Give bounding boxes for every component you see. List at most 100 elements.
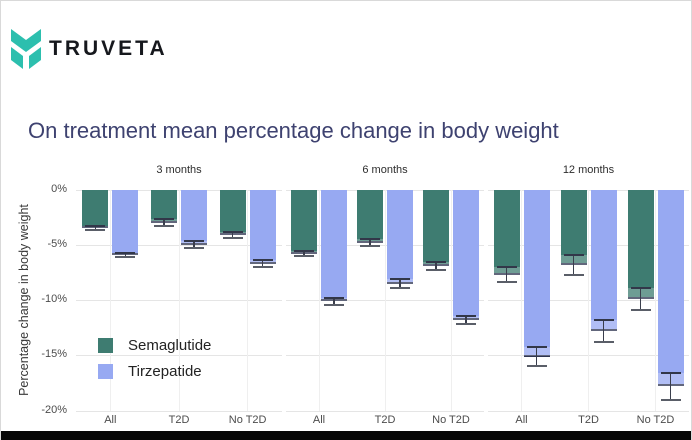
x-tick-label: No T2D xyxy=(432,414,470,426)
error-cap-lower xyxy=(526,364,547,367)
semaglutide-bar-All xyxy=(82,189,109,229)
legend-label: Tirzepatide xyxy=(128,363,202,380)
error-cap-upper xyxy=(222,230,243,233)
x-tick-label: T2D xyxy=(374,414,396,426)
tirzepatide-swatch xyxy=(98,364,113,379)
semaglutide-bar-All xyxy=(291,189,317,254)
semaglutide-bar-No-T2D xyxy=(627,189,654,299)
error-cap-lower xyxy=(85,229,106,232)
error-whisker xyxy=(639,287,642,311)
y-tick-label: -10% xyxy=(41,293,67,306)
gridline-vertical xyxy=(588,189,589,411)
error-cap-upper xyxy=(526,346,547,349)
x-tick-label: No T2D xyxy=(228,414,267,426)
error-whisker xyxy=(303,250,305,257)
error-cap-lower xyxy=(593,341,614,344)
facet-label-12-months: 12 months xyxy=(562,164,615,176)
error-whisker xyxy=(163,219,165,226)
error-whisker xyxy=(572,254,575,275)
x-tick-label: All xyxy=(515,414,528,426)
gridline-horizontal xyxy=(286,410,484,412)
error-cap-upper xyxy=(593,319,614,321)
tirzepatide-bar-No-T2D xyxy=(453,189,479,320)
tirzepatide-bar-All xyxy=(523,189,550,357)
error-cap-upper xyxy=(294,249,314,252)
tirzepatide-bar-No-T2D xyxy=(657,189,684,387)
error-cap-lower xyxy=(184,247,204,250)
error-whisker xyxy=(435,261,437,270)
y-tick-label: 0% xyxy=(51,182,67,195)
gridline-vertical xyxy=(384,189,386,411)
error-whisker xyxy=(193,241,195,249)
x-tick-label: No T2D xyxy=(636,414,675,426)
error-cap-upper xyxy=(252,259,273,262)
error-whisker xyxy=(124,252,127,257)
y-tick-label: -15% xyxy=(41,348,67,361)
gridline-horizontal xyxy=(488,410,689,412)
legend-label: Semaglutide xyxy=(128,337,212,354)
error-whisker xyxy=(465,315,467,325)
error-whisker xyxy=(399,279,401,288)
error-cap-lower xyxy=(222,237,243,240)
tirzepatide-bar-All xyxy=(321,189,347,302)
bottom-black-bar xyxy=(1,431,691,440)
semaglutide-bar-T2D xyxy=(357,189,383,243)
x-tick-label: T2D xyxy=(168,414,190,426)
error-cap-upper xyxy=(630,286,651,289)
gridline-vertical xyxy=(450,189,452,411)
x-tick-label: All xyxy=(312,414,326,426)
tirzepatide-bar-T2D xyxy=(590,189,617,332)
error-cap-lower xyxy=(115,255,136,258)
legend-item-semaglutide: Semaglutide xyxy=(98,337,211,354)
error-cap-lower xyxy=(324,303,344,306)
error-cap-upper xyxy=(390,278,410,281)
error-whisker xyxy=(333,297,335,305)
y-tick-label: -5% xyxy=(47,237,67,250)
error-cap-upper xyxy=(456,314,476,317)
gridline-vertical xyxy=(521,189,522,411)
error-cap-lower xyxy=(630,309,651,312)
error-cap-upper xyxy=(426,260,446,263)
error-cap-upper xyxy=(85,224,106,227)
truveta-logo-icon xyxy=(10,28,42,76)
legend-item-tirzepatide: Tirzepatide xyxy=(98,363,211,380)
facet-label-3-months: 3 months xyxy=(156,164,202,176)
semaglutide-swatch xyxy=(98,338,113,353)
error-cap-lower xyxy=(154,224,174,227)
error-cap-upper xyxy=(184,240,204,243)
error-whisker xyxy=(669,373,672,400)
error-cap-upper xyxy=(324,296,344,299)
y-tick-label: -20% xyxy=(41,403,67,416)
error-cap-lower xyxy=(294,255,314,258)
error-whisker xyxy=(505,267,508,282)
semaglutide-bar-All xyxy=(493,189,520,275)
error-cap-lower xyxy=(496,280,517,283)
error-cap-lower xyxy=(426,268,446,271)
x-tick-label: T2D xyxy=(578,414,599,426)
error-whisker xyxy=(602,320,605,343)
error-cap-upper xyxy=(660,372,681,375)
error-whisker xyxy=(369,239,371,246)
chart-title: On treatment mean percentage change in b… xyxy=(28,118,559,143)
error-cap-upper xyxy=(563,253,584,256)
semaglutide-bar-T2D xyxy=(560,189,587,265)
tirzepatide-bar-T2D xyxy=(181,189,207,245)
truveta-logo-text: TRUVETA xyxy=(49,37,168,60)
tirzepatide-bar-No-T2D xyxy=(249,189,276,264)
semaglutide-bar-No-T2D xyxy=(423,189,449,266)
gridline-vertical xyxy=(247,189,249,411)
gridline-vertical xyxy=(109,189,111,411)
error-cap-upper xyxy=(154,218,174,221)
error-whisker xyxy=(535,347,538,366)
error-cap-lower xyxy=(252,265,273,268)
tirzepatide-bar-All xyxy=(112,189,139,255)
error-cap-lower xyxy=(360,244,380,247)
semaglutide-bar-No-T2D xyxy=(219,189,246,235)
gridline-vertical xyxy=(655,189,656,411)
gridline-vertical xyxy=(178,189,180,411)
error-cap-lower xyxy=(390,286,410,289)
gridline-vertical xyxy=(318,189,320,411)
error-cap-lower xyxy=(456,323,476,326)
